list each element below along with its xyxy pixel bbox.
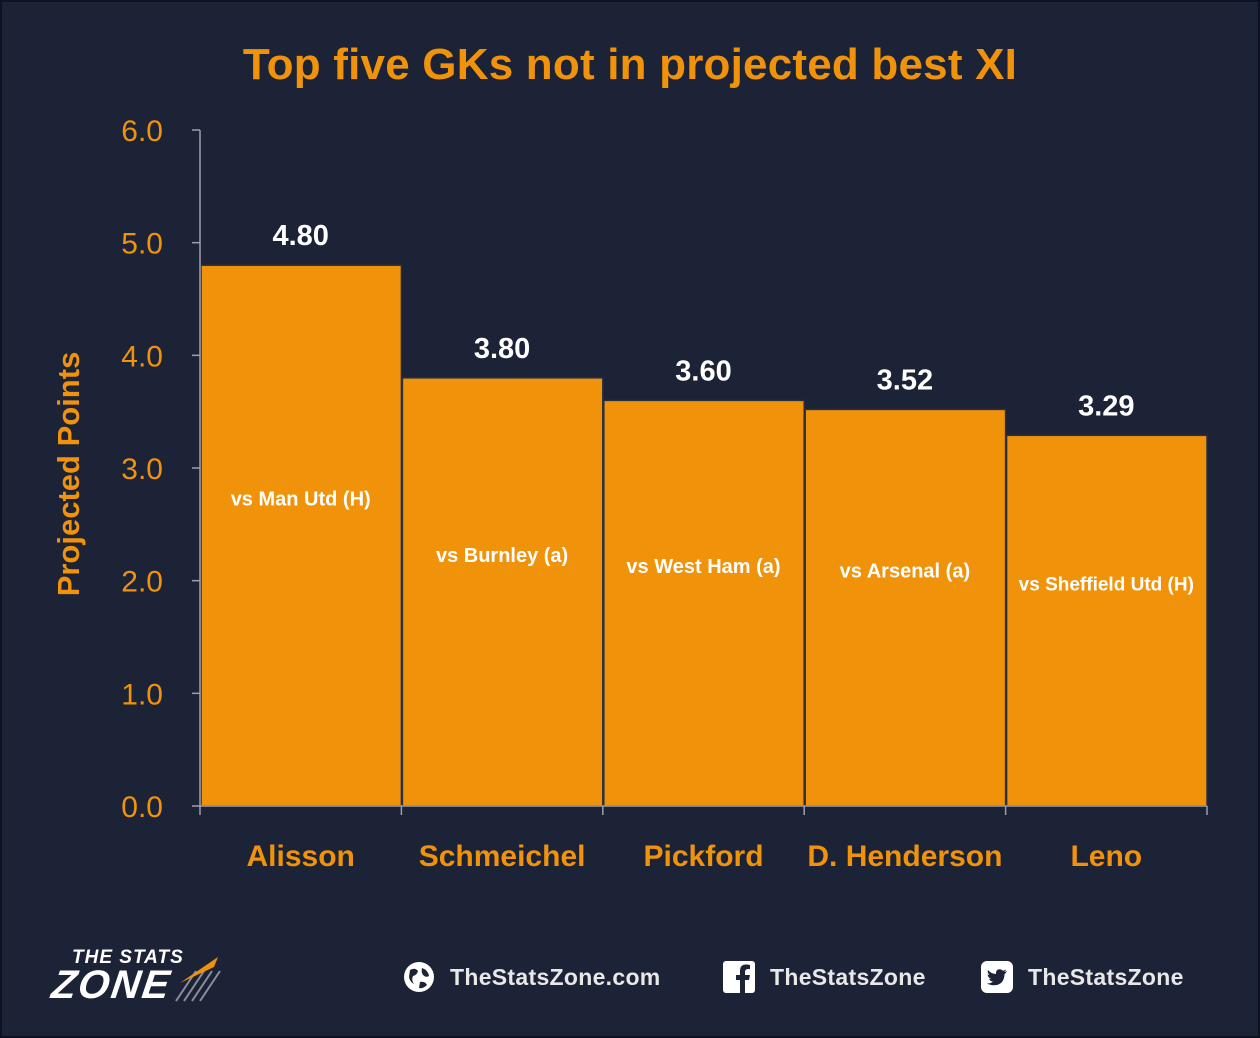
x-tick-label: Schmeichel — [419, 840, 586, 873]
fixture-label: vs West Ham (a) — [626, 556, 780, 578]
fixture-label: vs Burnley (a) — [436, 545, 568, 567]
bar — [401, 377, 604, 807]
y-tick-label: 1.0 — [121, 678, 163, 711]
facebook-link[interactable]: TheStatsZone — [722, 960, 926, 994]
data-label: 3.80 — [474, 333, 530, 365]
bar — [1005, 434, 1208, 807]
fixture-label: vs Man Utd (H) — [231, 489, 371, 511]
y-tick-label: 4.0 — [121, 340, 163, 373]
chart-title: Top five GKs not in projected best XI — [242, 40, 1018, 89]
data-label: 3.60 — [675, 355, 731, 387]
website-text: TheStatsZone.com — [450, 963, 661, 990]
y-tick-label: 6.0 — [121, 115, 163, 148]
x-tick-label: Pickford — [643, 840, 763, 873]
fixture-label: vs Arsenal (a) — [840, 561, 970, 583]
data-label: 4.80 — [272, 220, 328, 252]
logo-text-bottom: ZONE — [48, 963, 175, 1007]
twitter-icon — [981, 961, 1013, 993]
y-axis-label: Projected Points — [51, 351, 86, 597]
globe-icon — [404, 962, 434, 992]
y-tick-label: 5.0 — [121, 228, 163, 261]
data-label: 3.52 — [877, 364, 933, 396]
bar — [804, 408, 1007, 807]
y-tick-label: 0.0 — [121, 791, 163, 824]
y-tick-label: 2.0 — [121, 566, 163, 599]
logo-text-top: THE STATS — [72, 947, 184, 968]
twitter-text: TheStatsZone — [1028, 963, 1184, 990]
bar-chart: 0.0 1.0 2.0 3.0 4.0 5.0 6.0 Alisson 4.80 vs Man U… — [121, 115, 1208, 873]
footer: THE STATS ZONE TheStatsZone.com TheStats… — [0, 935, 1260, 1025]
data-label: 3.29 — [1078, 390, 1134, 422]
fixture-label: vs Sheffield Utd (H) — [1019, 575, 1194, 596]
bar — [603, 399, 805, 807]
twitter-link[interactable]: TheStatsZone — [980, 960, 1184, 994]
website-link[interactable]: TheStatsZone.com — [402, 960, 661, 994]
x-tick-label: Alisson — [247, 840, 355, 873]
x-tick-label: Leno — [1070, 840, 1142, 873]
stats-zone-logo: THE STATS ZONE — [48, 943, 272, 1013]
facebook-text: TheStatsZone — [770, 963, 926, 990]
bar — [200, 264, 403, 807]
y-tick-label: 3.0 — [121, 453, 163, 486]
x-tick-label: D. Henderson — [807, 840, 1002, 873]
facebook-icon — [723, 961, 755, 993]
logo-stripes-icon — [175, 957, 221, 1002]
